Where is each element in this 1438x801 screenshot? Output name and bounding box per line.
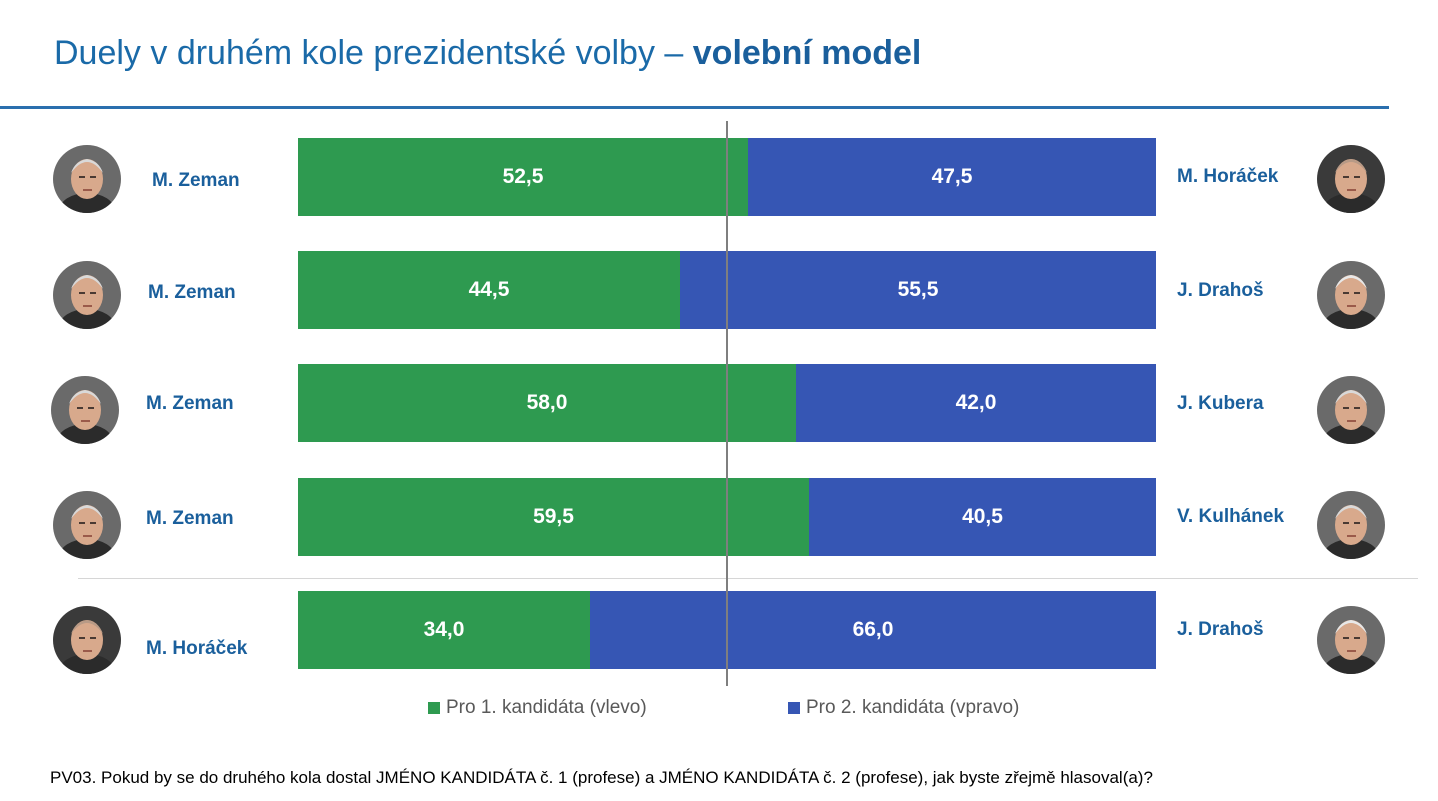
bar-right-5: 66,0	[590, 591, 1156, 669]
title-regular: Duely v druhém kole prezidentské volby –	[54, 34, 693, 72]
page-title: Duely v druhém kole prezidentské volby –…	[54, 34, 921, 73]
left-candidate-name-1: M. Zeman	[152, 170, 240, 191]
bar-right-label-2: 55,5	[897, 278, 939, 301]
bar-left-label-3: 58,0	[526, 391, 568, 414]
legend-swatch-right	[788, 702, 800, 714]
bar-right-1: 47,5	[748, 138, 1156, 216]
avatar-j-kubera-icon	[1317, 376, 1385, 444]
left-candidate-name-4: M. Zeman	[146, 508, 234, 529]
left-candidate-name-3: M. Zeman	[146, 393, 234, 414]
bar-left-label-5: 34,0	[423, 618, 465, 641]
bar-left-1: 52,5	[298, 138, 748, 216]
right-candidate-name-3: J. Kubera	[1177, 393, 1264, 414]
avatar-v-kulhanek-icon	[1317, 491, 1385, 559]
bar-right-3: 42,0	[796, 364, 1156, 442]
legend-swatch-left	[428, 702, 440, 714]
avatar-m-zeman-icon	[53, 261, 121, 329]
right-candidate-name-4: V. Kulhánek	[1177, 506, 1285, 527]
avatar-m-horacek-icon	[1317, 145, 1385, 213]
group-divider	[78, 578, 1418, 579]
left-candidate-name-2: M. Zeman	[148, 282, 236, 303]
right-candidate-name-5: J. Drahoš	[1177, 619, 1264, 640]
right-candidate-name-1: M. Horáček	[1177, 166, 1279, 187]
bar-right-4: 40,5	[809, 478, 1156, 556]
bar-left-3: 58,0	[298, 364, 796, 442]
bar-right-label-4: 40,5	[962, 505, 1003, 528]
question-footnote: PV03. Pokud by se do druhého kola dostal…	[50, 768, 1153, 787]
right-candidate-name-2: J. Drahoš	[1177, 280, 1264, 301]
legend-label-left: Pro 1. kandidáta (vlevo)	[446, 697, 647, 718]
bar-right-label-5: 66,0	[852, 618, 894, 641]
avatar-m-horacek-icon	[53, 606, 121, 674]
title-underline	[0, 106, 1389, 109]
legend-item-left: Pro 1. kandidáta (vlevo)	[428, 697, 647, 719]
bar-left-label-1: 52,5	[502, 165, 544, 188]
bar-left-5: 34,0	[298, 591, 590, 669]
legend-item-right: Pro 2. kandidáta (vpravo)	[788, 697, 1019, 719]
bar-left-4: 59,5	[298, 478, 809, 556]
left-candidate-name-5: M. Horáček	[146, 638, 248, 659]
avatar-j-drahos-icon	[1317, 606, 1385, 674]
bar-left-label-4: 59,5	[533, 505, 574, 528]
bar-right-label-3: 42,0	[955, 391, 997, 414]
avatar-j-drahos-icon	[1317, 261, 1385, 329]
fifty-percent-line	[726, 121, 728, 686]
title-bold: volební model	[692, 34, 922, 72]
bar-right-label-1: 47,5	[931, 165, 973, 188]
bar-left-2: 44,5	[298, 251, 680, 329]
avatar-m-zeman-icon	[53, 145, 121, 213]
legend-label-right: Pro 2. kandidáta (vpravo)	[806, 697, 1020, 718]
bar-right-2: 55,5	[680, 251, 1156, 329]
bar-left-label-2: 44,5	[468, 278, 510, 301]
avatar-m-zeman-icon	[53, 491, 121, 559]
avatar-m-zeman-icon	[51, 376, 119, 444]
